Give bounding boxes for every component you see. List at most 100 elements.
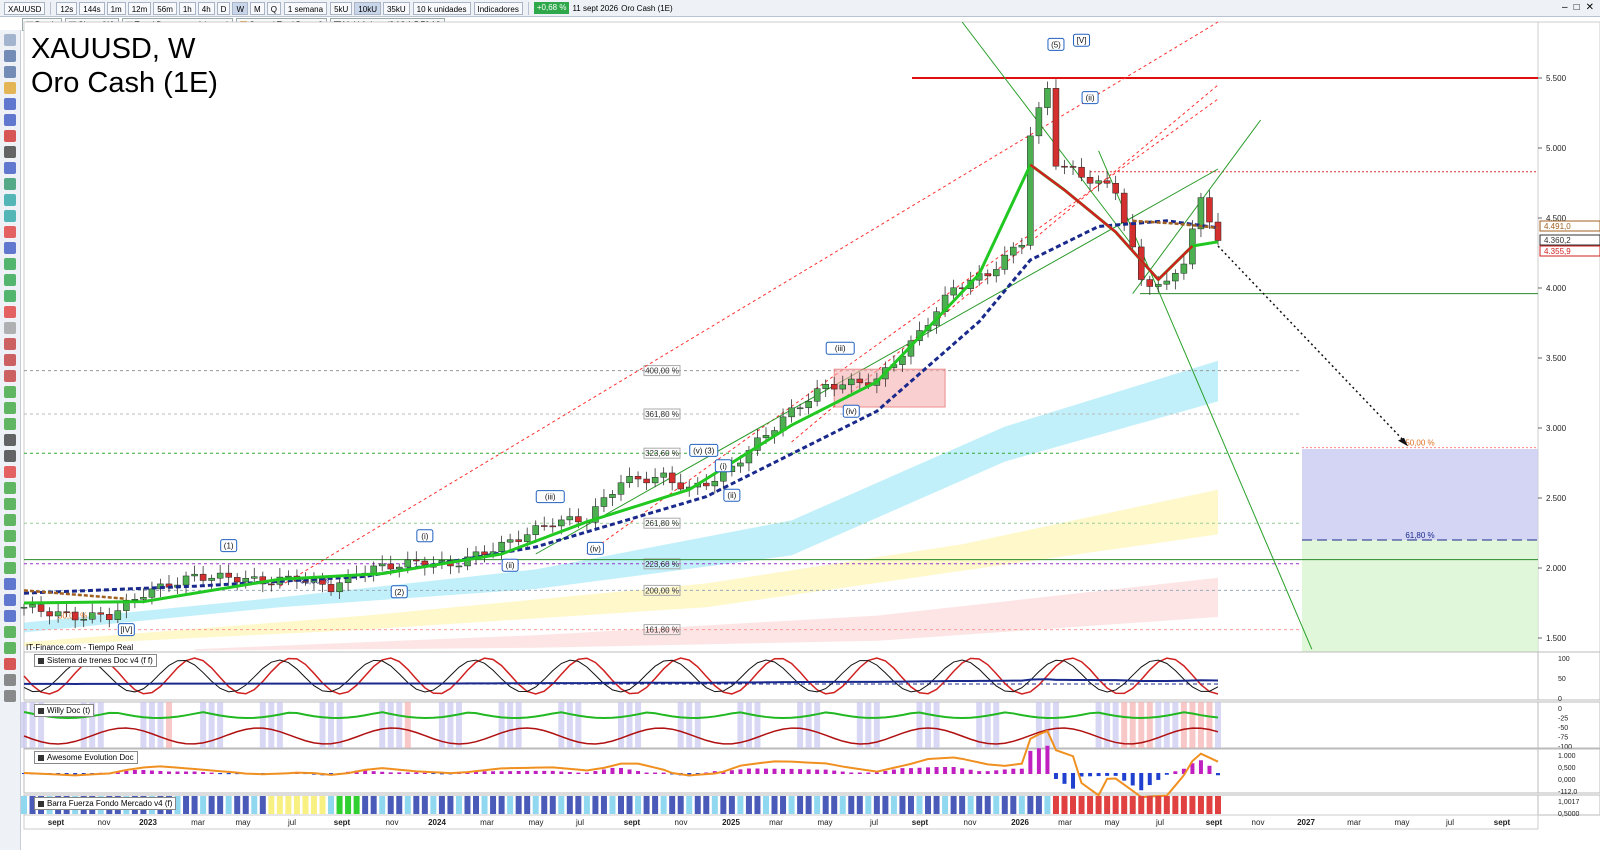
- drawing-tool-icon[interactable]: [4, 594, 16, 606]
- histogram-bar: [653, 772, 658, 774]
- tick-button[interactable]: 5kU: [330, 1, 353, 15]
- drawing-tool-icon[interactable]: [4, 66, 16, 78]
- timeframe-button[interactable]: 4h: [197, 1, 215, 15]
- drawing-tool-icon[interactable]: [4, 466, 16, 478]
- signal-bar: [856, 702, 863, 748]
- drawing-tool-icon[interactable]: [4, 98, 16, 110]
- drawing-tool-icon[interactable]: [4, 226, 16, 238]
- drawing-tool-icon[interactable]: [4, 642, 16, 654]
- drawing-tool-icon[interactable]: [4, 322, 16, 334]
- tick-button[interactable]: 10kU: [354, 1, 381, 15]
- instrument-description: Oro Cash (1E): [621, 3, 673, 13]
- drawing-tool-icon[interactable]: [4, 114, 16, 126]
- drawing-tool-icon[interactable]: [4, 418, 16, 430]
- drawing-tool-icon[interactable]: [4, 306, 16, 318]
- drawing-tool-icon[interactable]: [4, 130, 16, 142]
- timeframe-button[interactable]: W: [232, 1, 249, 15]
- drawing-tool-icon[interactable]: [4, 210, 16, 222]
- drawing-tool-icon[interactable]: [4, 482, 16, 494]
- drawing-tool-icon[interactable]: [4, 274, 16, 286]
- indicator-title[interactable]: Awesome Evolution Doc: [34, 751, 138, 764]
- signal-bar: [148, 702, 155, 748]
- drawing-tool-icon[interactable]: [4, 530, 16, 542]
- timeframe-button[interactable]: Q: [266, 1, 281, 15]
- drawing-tool-icon[interactable]: [4, 690, 16, 702]
- strength-bar: [242, 796, 249, 814]
- indicator-title[interactable]: Willy Doc (t): [34, 704, 95, 717]
- drawing-tool-icon[interactable]: [4, 658, 16, 670]
- signal-bar: [217, 702, 224, 748]
- histogram-bar: [636, 771, 641, 774]
- candle-body: [302, 581, 309, 583]
- indicator-title[interactable]: Sistema de trenes Doc v4 (f f): [34, 654, 157, 667]
- drawing-tool-icon[interactable]: [4, 82, 16, 94]
- drawing-tool-icon[interactable]: [4, 178, 16, 190]
- timeframe-button[interactable]: 12s: [56, 1, 78, 15]
- drawing-tool-icon[interactable]: [4, 146, 16, 158]
- drawing-tool-icon[interactable]: [4, 626, 16, 638]
- drawing-tool-icon[interactable]: [4, 242, 16, 254]
- drawing-tool-icon[interactable]: [4, 402, 16, 414]
- drawing-tool-icon[interactable]: [4, 562, 16, 574]
- drawing-tool-icon[interactable]: [4, 194, 16, 206]
- strength-bar: [907, 796, 914, 814]
- x-tick-label: sept: [334, 818, 351, 827]
- drawing-tool-icon[interactable]: [4, 370, 16, 382]
- drawing-tool-icon[interactable]: [4, 338, 16, 350]
- candle-body: [984, 273, 991, 277]
- drawing-tool-icon[interactable]: [4, 450, 16, 462]
- timeframe-button[interactable]: D: [216, 1, 231, 15]
- drawing-tool-icon[interactable]: [4, 162, 16, 174]
- drawing-tool-icon[interactable]: [4, 498, 16, 510]
- histogram-bar: [789, 768, 794, 774]
- strength-bar: [1180, 796, 1187, 814]
- histogram-bar: [619, 767, 623, 774]
- wave-label: (i): [421, 532, 428, 541]
- histogram-bar: [627, 769, 632, 774]
- timeframe-button[interactable]: 56m: [153, 1, 177, 15]
- timeframe-button[interactable]: M: [250, 1, 265, 15]
- minimize-icon[interactable]: –: [1562, 2, 1568, 13]
- drawing-tool-icon[interactable]: [4, 674, 16, 686]
- drawing-tool-icon[interactable]: [4, 386, 16, 398]
- drawing-tool-icon[interactable]: [4, 354, 16, 366]
- strength-bar: [831, 796, 838, 814]
- drawing-tool-icon[interactable]: [4, 610, 16, 622]
- histogram-bar: [968, 769, 973, 774]
- candle-body: [1206, 197, 1213, 223]
- drawing-tool-icon[interactable]: [4, 514, 16, 526]
- indicators-button[interactable]: Indicadores: [473, 1, 523, 15]
- histogram-bar: [149, 770, 154, 774]
- indicator-title[interactable]: Barra Fuerza Fondo Mercado v4 (f): [34, 797, 177, 810]
- drawing-tool-icon[interactable]: [4, 290, 16, 302]
- symbol-selector[interactable]: XAUUSD: [4, 1, 46, 15]
- units-dropdown[interactable]: 10 k unidades: [412, 1, 471, 15]
- drawing-tool-icon[interactable]: [4, 34, 16, 46]
- chart-title: XAUUSD, W Oro Cash (1E): [31, 32, 218, 100]
- y-tick-label: 3.500: [1546, 354, 1567, 363]
- timeframe-button[interactable]: 1h: [178, 1, 196, 15]
- candle-body: [191, 573, 198, 577]
- drawing-tool-icon[interactable]: [4, 258, 16, 270]
- strength-bar: [481, 796, 488, 814]
- close-icon[interactable]: ✕: [1585, 2, 1594, 13]
- x-tick-label: jul: [287, 818, 296, 827]
- strength-bar: [1035, 796, 1042, 814]
- maximize-icon[interactable]: □: [1573, 2, 1580, 13]
- indicator-tick-label: -50: [1558, 725, 1568, 732]
- timeframe-button[interactable]: 1m: [106, 1, 126, 15]
- tick-button[interactable]: 35kU: [382, 1, 410, 15]
- drawing-tool-icon[interactable]: [4, 546, 16, 558]
- drawing-tool-icon[interactable]: [4, 578, 16, 590]
- strength-bar: [950, 796, 957, 814]
- strength-bar: [285, 796, 292, 814]
- strength-bar: [967, 796, 974, 814]
- signal-bar: [387, 702, 394, 748]
- timeframe-button[interactable]: 12m: [127, 1, 152, 15]
- drawing-tool-icon[interactable]: [4, 434, 16, 446]
- timeframe-button[interactable]: 144s: [79, 1, 105, 15]
- period-dropdown[interactable]: 1 semana: [283, 1, 328, 15]
- top-toolbar: XAUUSD 12s 144s 1m 12m 56m 1h 4h D W M Q 1 semana …: [0, 0, 1600, 17]
- drawing-tool-icon[interactable]: [4, 50, 16, 62]
